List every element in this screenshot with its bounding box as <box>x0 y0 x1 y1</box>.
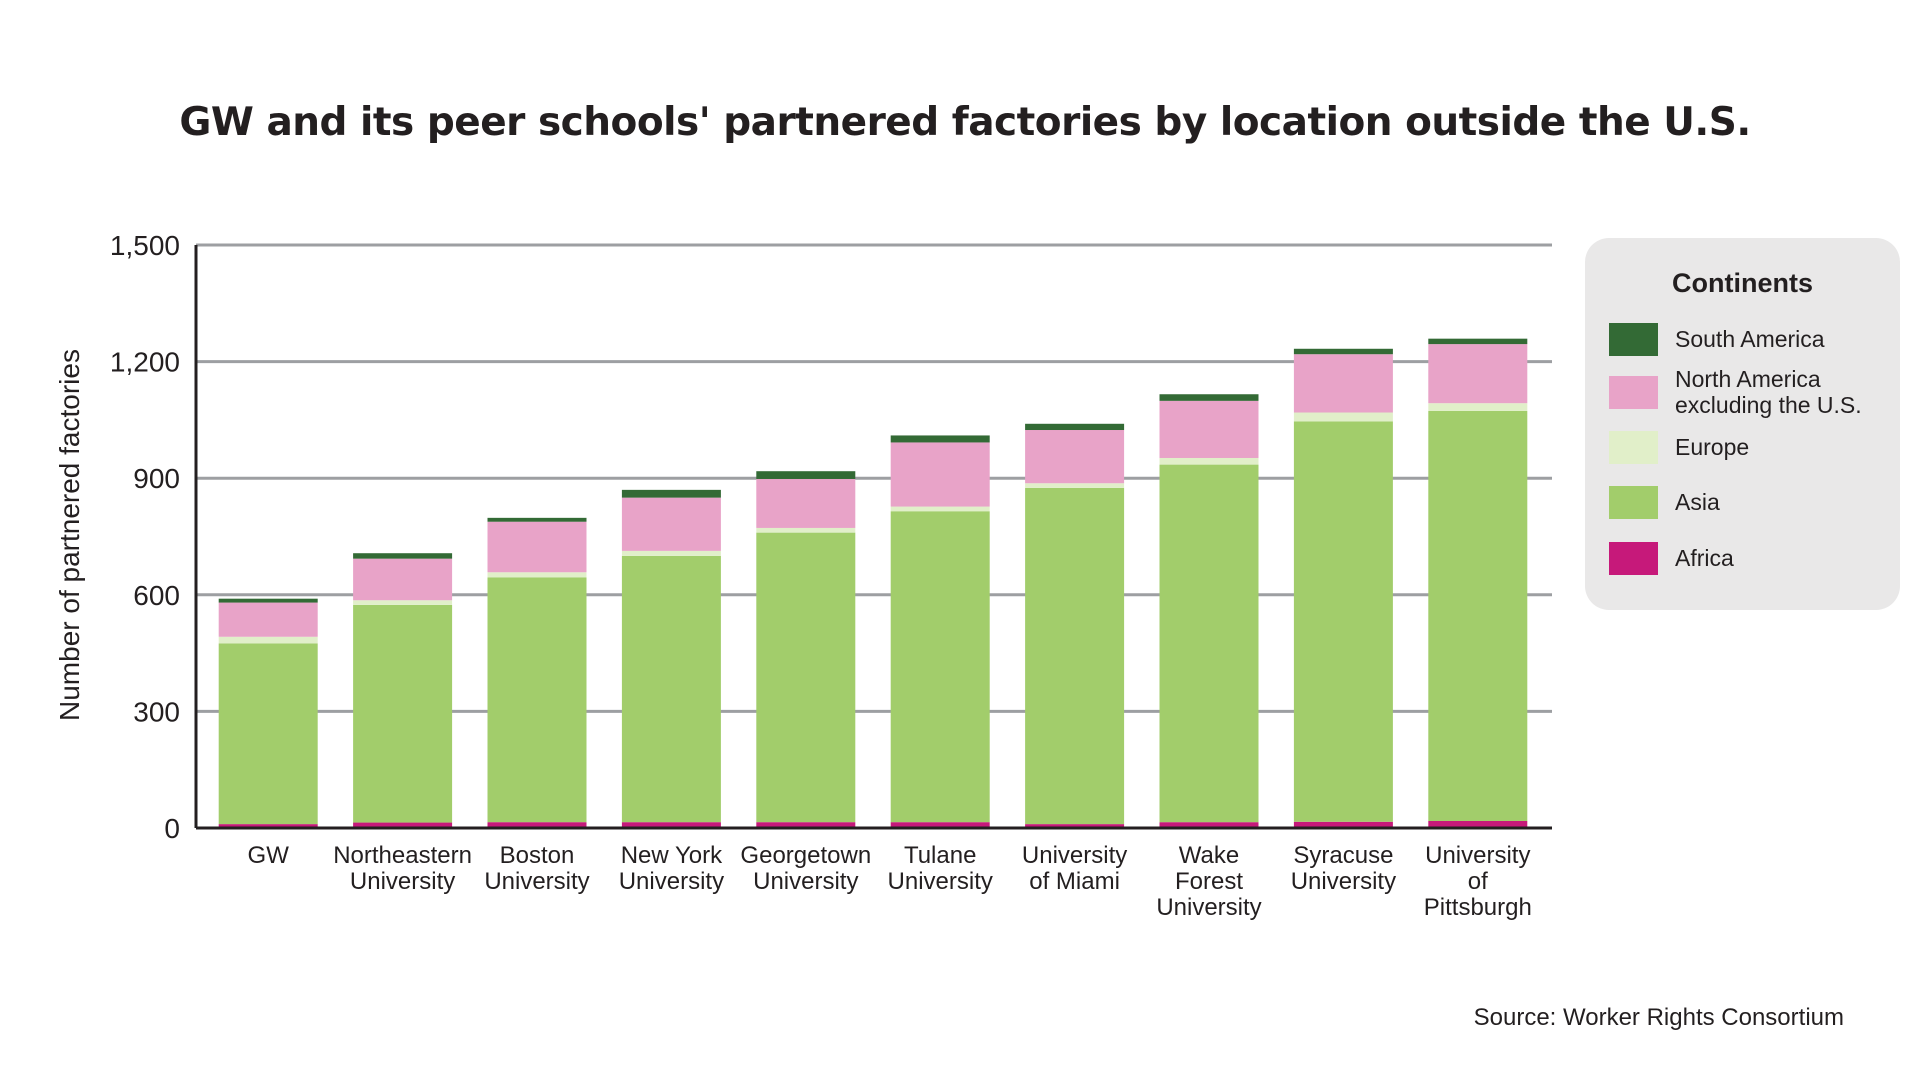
bar-wake-forest-university-asia <box>1159 464 1259 823</box>
bars <box>218 338 1528 828</box>
bar-new-york-university-north-america <box>621 497 721 551</box>
x-tick-label: Tulane University <box>888 842 993 895</box>
bar-university-of-pittsburgh-africa <box>1428 821 1528 828</box>
bar-boston-university-europe <box>487 572 587 578</box>
bar-university-of-miami-asia <box>1025 487 1125 825</box>
bar-new-york-university-europe <box>621 550 721 556</box>
bar-gw-asia <box>218 643 318 825</box>
bar-gw-south-america <box>218 598 318 603</box>
bar-tulane-university-north-america <box>890 442 990 507</box>
bar-syracuse-university-south-america <box>1293 348 1393 355</box>
bar-tulane-university-africa <box>890 822 990 828</box>
bar-northeastern-university-asia <box>353 604 453 823</box>
chart-title: GW and its peer schools' partnered facto… <box>179 100 1751 145</box>
axes <box>194 245 1552 830</box>
bar-syracuse-university-europe <box>1293 412 1393 422</box>
legend-swatch <box>1609 376 1658 409</box>
x-tick-label: Wake Forest University <box>1156 842 1261 921</box>
x-tick-label: New York University <box>619 842 724 895</box>
bar-northeastern-university-north-america <box>353 558 453 601</box>
bar-university-of-pittsburgh-south-america <box>1428 338 1528 345</box>
bar-georgetown-university-asia <box>756 532 856 823</box>
bar-northeastern-university-europe <box>353 600 453 605</box>
bar-boston-university-africa <box>487 822 587 828</box>
y-tick-label: 900 <box>133 463 180 494</box>
legend-swatch <box>1609 323 1658 356</box>
legend-label: Europe <box>1675 434 1750 460</box>
bar-tulane-university-asia <box>890 511 990 823</box>
bar-wake-forest-university-europe <box>1159 457 1259 465</box>
legend-swatch <box>1609 431 1658 464</box>
bar-tulane-university-south-america <box>890 435 990 443</box>
bar-university-of-pittsburgh-europe <box>1428 403 1528 411</box>
bar-northeastern-university-africa <box>353 822 453 828</box>
y-tick-label: 0 <box>164 813 180 844</box>
y-tick-labels: 0 300 600 900 1,200 1,500 <box>110 230 180 844</box>
x-tick-label: Northeastern University <box>333 842 472 895</box>
y-tick-label: 300 <box>133 696 180 727</box>
bar-new-york-university-africa <box>621 822 721 828</box>
bar-new-york-university-south-america <box>621 489 721 498</box>
bar-boston-university-asia <box>487 577 587 823</box>
bar-gw-north-america <box>218 602 318 637</box>
bar-wake-forest-university-south-america <box>1159 394 1259 401</box>
x-tick-label: University of Pittsburgh <box>1424 842 1532 921</box>
bar-syracuse-university-asia <box>1293 421 1393 822</box>
y-tick-label: 1,500 <box>110 230 180 261</box>
bar-georgetown-university-south-america <box>756 471 856 479</box>
legend-title: Continents <box>1672 268 1813 298</box>
legend-label: North America excluding the U.S. <box>1675 366 1862 418</box>
bar-university-of-pittsburgh-asia <box>1428 410 1528 822</box>
x-tick-label: Syracuse University <box>1291 842 1396 895</box>
x-tick-label: Georgetown University <box>740 842 871 895</box>
bar-tulane-university-europe <box>890 506 990 512</box>
bar-university-of-miami-south-america <box>1025 423 1125 431</box>
x-tick-label: GW <box>248 842 290 869</box>
bar-university-of-pittsburgh-north-america <box>1428 344 1528 404</box>
bar-boston-university-south-america <box>487 517 587 522</box>
bar-gw-europe <box>218 636 318 644</box>
x-tick-label: University of Miami <box>1022 842 1127 895</box>
x-tick-label: Boston University <box>484 842 589 895</box>
legend-label: South America <box>1675 326 1825 352</box>
legend-swatch <box>1609 486 1658 519</box>
bar-chart: 0 300 600 900 1,200 1,500 GW Northeastern Unive… <box>110 230 1552 921</box>
bar-gw-africa <box>218 824 318 828</box>
y-tick-label: 1,200 <box>110 347 180 378</box>
bar-boston-university-north-america <box>487 521 587 573</box>
bar-northeastern-university-south-america <box>353 553 453 559</box>
bar-georgetown-university-europe <box>756 527 856 533</box>
bar-new-york-university-asia <box>621 555 721 823</box>
bar-syracuse-university-africa <box>1293 821 1393 828</box>
bar-georgetown-university-north-america <box>756 478 856 528</box>
legend-label: Africa <box>1675 545 1734 571</box>
bar-university-of-miami-africa <box>1025 824 1125 828</box>
bar-university-of-miami-north-america <box>1025 430 1125 484</box>
bar-wake-forest-university-north-america <box>1159 400 1259 458</box>
bar-wake-forest-university-africa <box>1159 822 1259 828</box>
bar-georgetown-university-africa <box>756 822 856 828</box>
bar-university-of-miami-europe <box>1025 483 1125 488</box>
source-note: Source: Worker Rights Consortium <box>1473 1004 1844 1031</box>
legend-label: Asia <box>1675 489 1720 515</box>
legend: Continents South America North America ex… <box>1585 238 1900 610</box>
bar-syracuse-university-north-america <box>1293 354 1393 413</box>
legend-swatch <box>1609 542 1658 575</box>
y-tick-label: 600 <box>133 580 180 611</box>
